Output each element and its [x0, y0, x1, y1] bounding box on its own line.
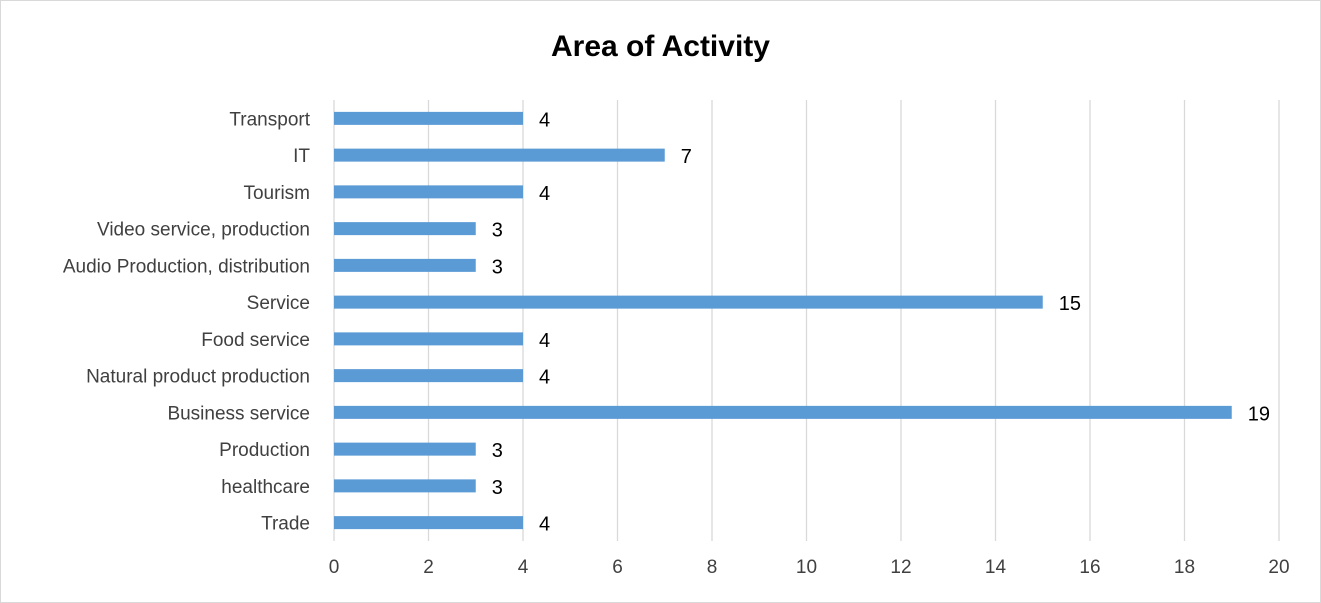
chart-title: Area of Activity [551, 30, 770, 63]
gridlines [333, 100, 1280, 541]
data-label: 3 [492, 477, 503, 499]
x-tick-label: 6 [612, 557, 623, 578]
category-label: Production [219, 440, 310, 461]
x-tick-label: 14 [985, 557, 1007, 578]
data-label: 4 [539, 514, 550, 536]
x-tick-label: 16 [1079, 557, 1100, 578]
x-tick-label: 20 [1268, 557, 1289, 578]
bar [334, 222, 476, 236]
x-tick-label: 12 [890, 557, 911, 578]
category-label: Video service, production [97, 220, 310, 241]
x-tick-label: 4 [518, 557, 529, 578]
data-label: 4 [539, 109, 550, 131]
bar [334, 516, 523, 530]
category-label: Natural product production [86, 367, 310, 388]
data-label: 19 [1248, 403, 1270, 425]
bar [334, 405, 1232, 419]
data-label: 7 [681, 146, 692, 168]
x-tick-label: 2 [423, 557, 434, 578]
category-label: Business service [167, 403, 310, 424]
x-tick-label: 8 [707, 557, 718, 578]
data-label: 4 [539, 330, 550, 352]
x-tick-label: 0 [329, 557, 340, 578]
category-label: Food service [201, 330, 310, 351]
bar [334, 295, 1043, 309]
bar [334, 369, 523, 383]
bars [334, 111, 1232, 530]
bar [334, 148, 665, 162]
data-label: 4 [539, 367, 550, 389]
data-label: 3 [492, 256, 503, 278]
category-label: Service [247, 293, 310, 314]
category-label: Audio Production, distribution [63, 256, 310, 277]
bar [334, 332, 523, 346]
bar [334, 258, 476, 272]
bar [334, 185, 523, 199]
category-label: Tourism [243, 183, 310, 204]
labels: 0 2 4 6 8 10 12 14 16 18 20 Trade 4 healthcare 3 Produc… [63, 109, 1290, 578]
data-label: 4 [539, 183, 550, 205]
x-tick-label: 18 [1174, 557, 1195, 578]
bar [334, 442, 476, 456]
data-label: 3 [492, 440, 503, 462]
category-label: healthcare [221, 477, 310, 498]
category-label: IT [293, 146, 310, 167]
bar [334, 479, 476, 493]
category-label: Transport [229, 109, 310, 130]
data-label: 3 [492, 220, 503, 242]
category-label: Trade [261, 514, 310, 535]
data-label: 15 [1059, 293, 1081, 315]
bar [334, 111, 523, 125]
x-tick-label: 10 [796, 557, 817, 578]
